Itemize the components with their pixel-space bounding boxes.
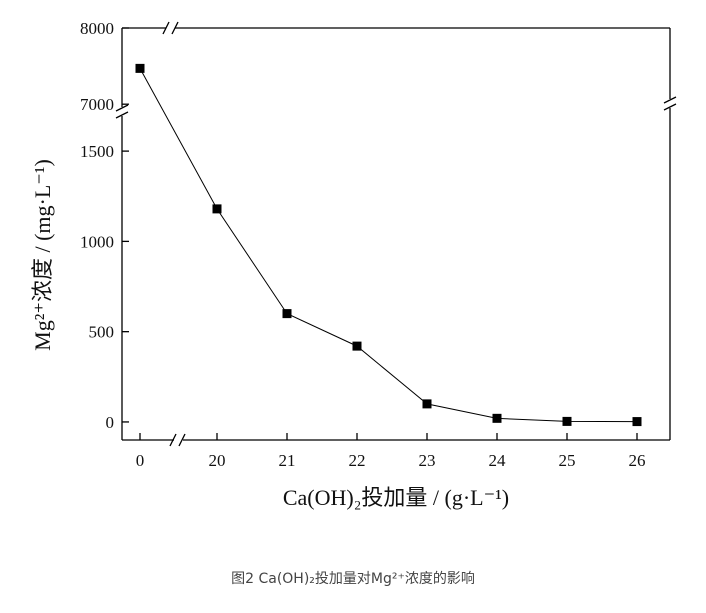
- data-point: [632, 417, 642, 427]
- x-tick-label: 22: [349, 451, 366, 470]
- x-tick-label: 24: [489, 451, 507, 470]
- data-point: [562, 416, 572, 426]
- frame: [115, 21, 677, 447]
- data-point: [135, 63, 145, 73]
- x-tick-label: 21: [279, 451, 296, 470]
- y-axis-label: Mg²⁺浓度 / (mg·L⁻¹): [30, 159, 55, 351]
- x-axis-label: Ca(OH)₂投加量 / (g·L⁻¹): [283, 485, 509, 510]
- caption: 图2 Ca(OH)₂投加量对Mg²⁺浓度的影响: [231, 571, 475, 587]
- y-tick-label: 0: [106, 413, 115, 432]
- data-line: [139, 68, 638, 423]
- x-tick-label: 0: [136, 451, 145, 470]
- data-point: [422, 399, 432, 409]
- x-tick-label: 25: [559, 451, 576, 470]
- y-tick-label: 1500: [80, 142, 114, 161]
- y-tick-label: 7000: [80, 95, 114, 114]
- data-point: [282, 309, 292, 319]
- x-tick-label: 20: [209, 451, 226, 470]
- x-tick-label: 26: [629, 451, 646, 470]
- y-tick-label: 1000: [80, 232, 114, 251]
- data-point: [212, 204, 222, 214]
- y-tick-label: 500: [89, 323, 115, 342]
- x-tick-label: 23: [419, 451, 436, 470]
- y-tick-label: 8000: [80, 19, 114, 38]
- data-point: [352, 341, 362, 351]
- data-point: [492, 413, 502, 423]
